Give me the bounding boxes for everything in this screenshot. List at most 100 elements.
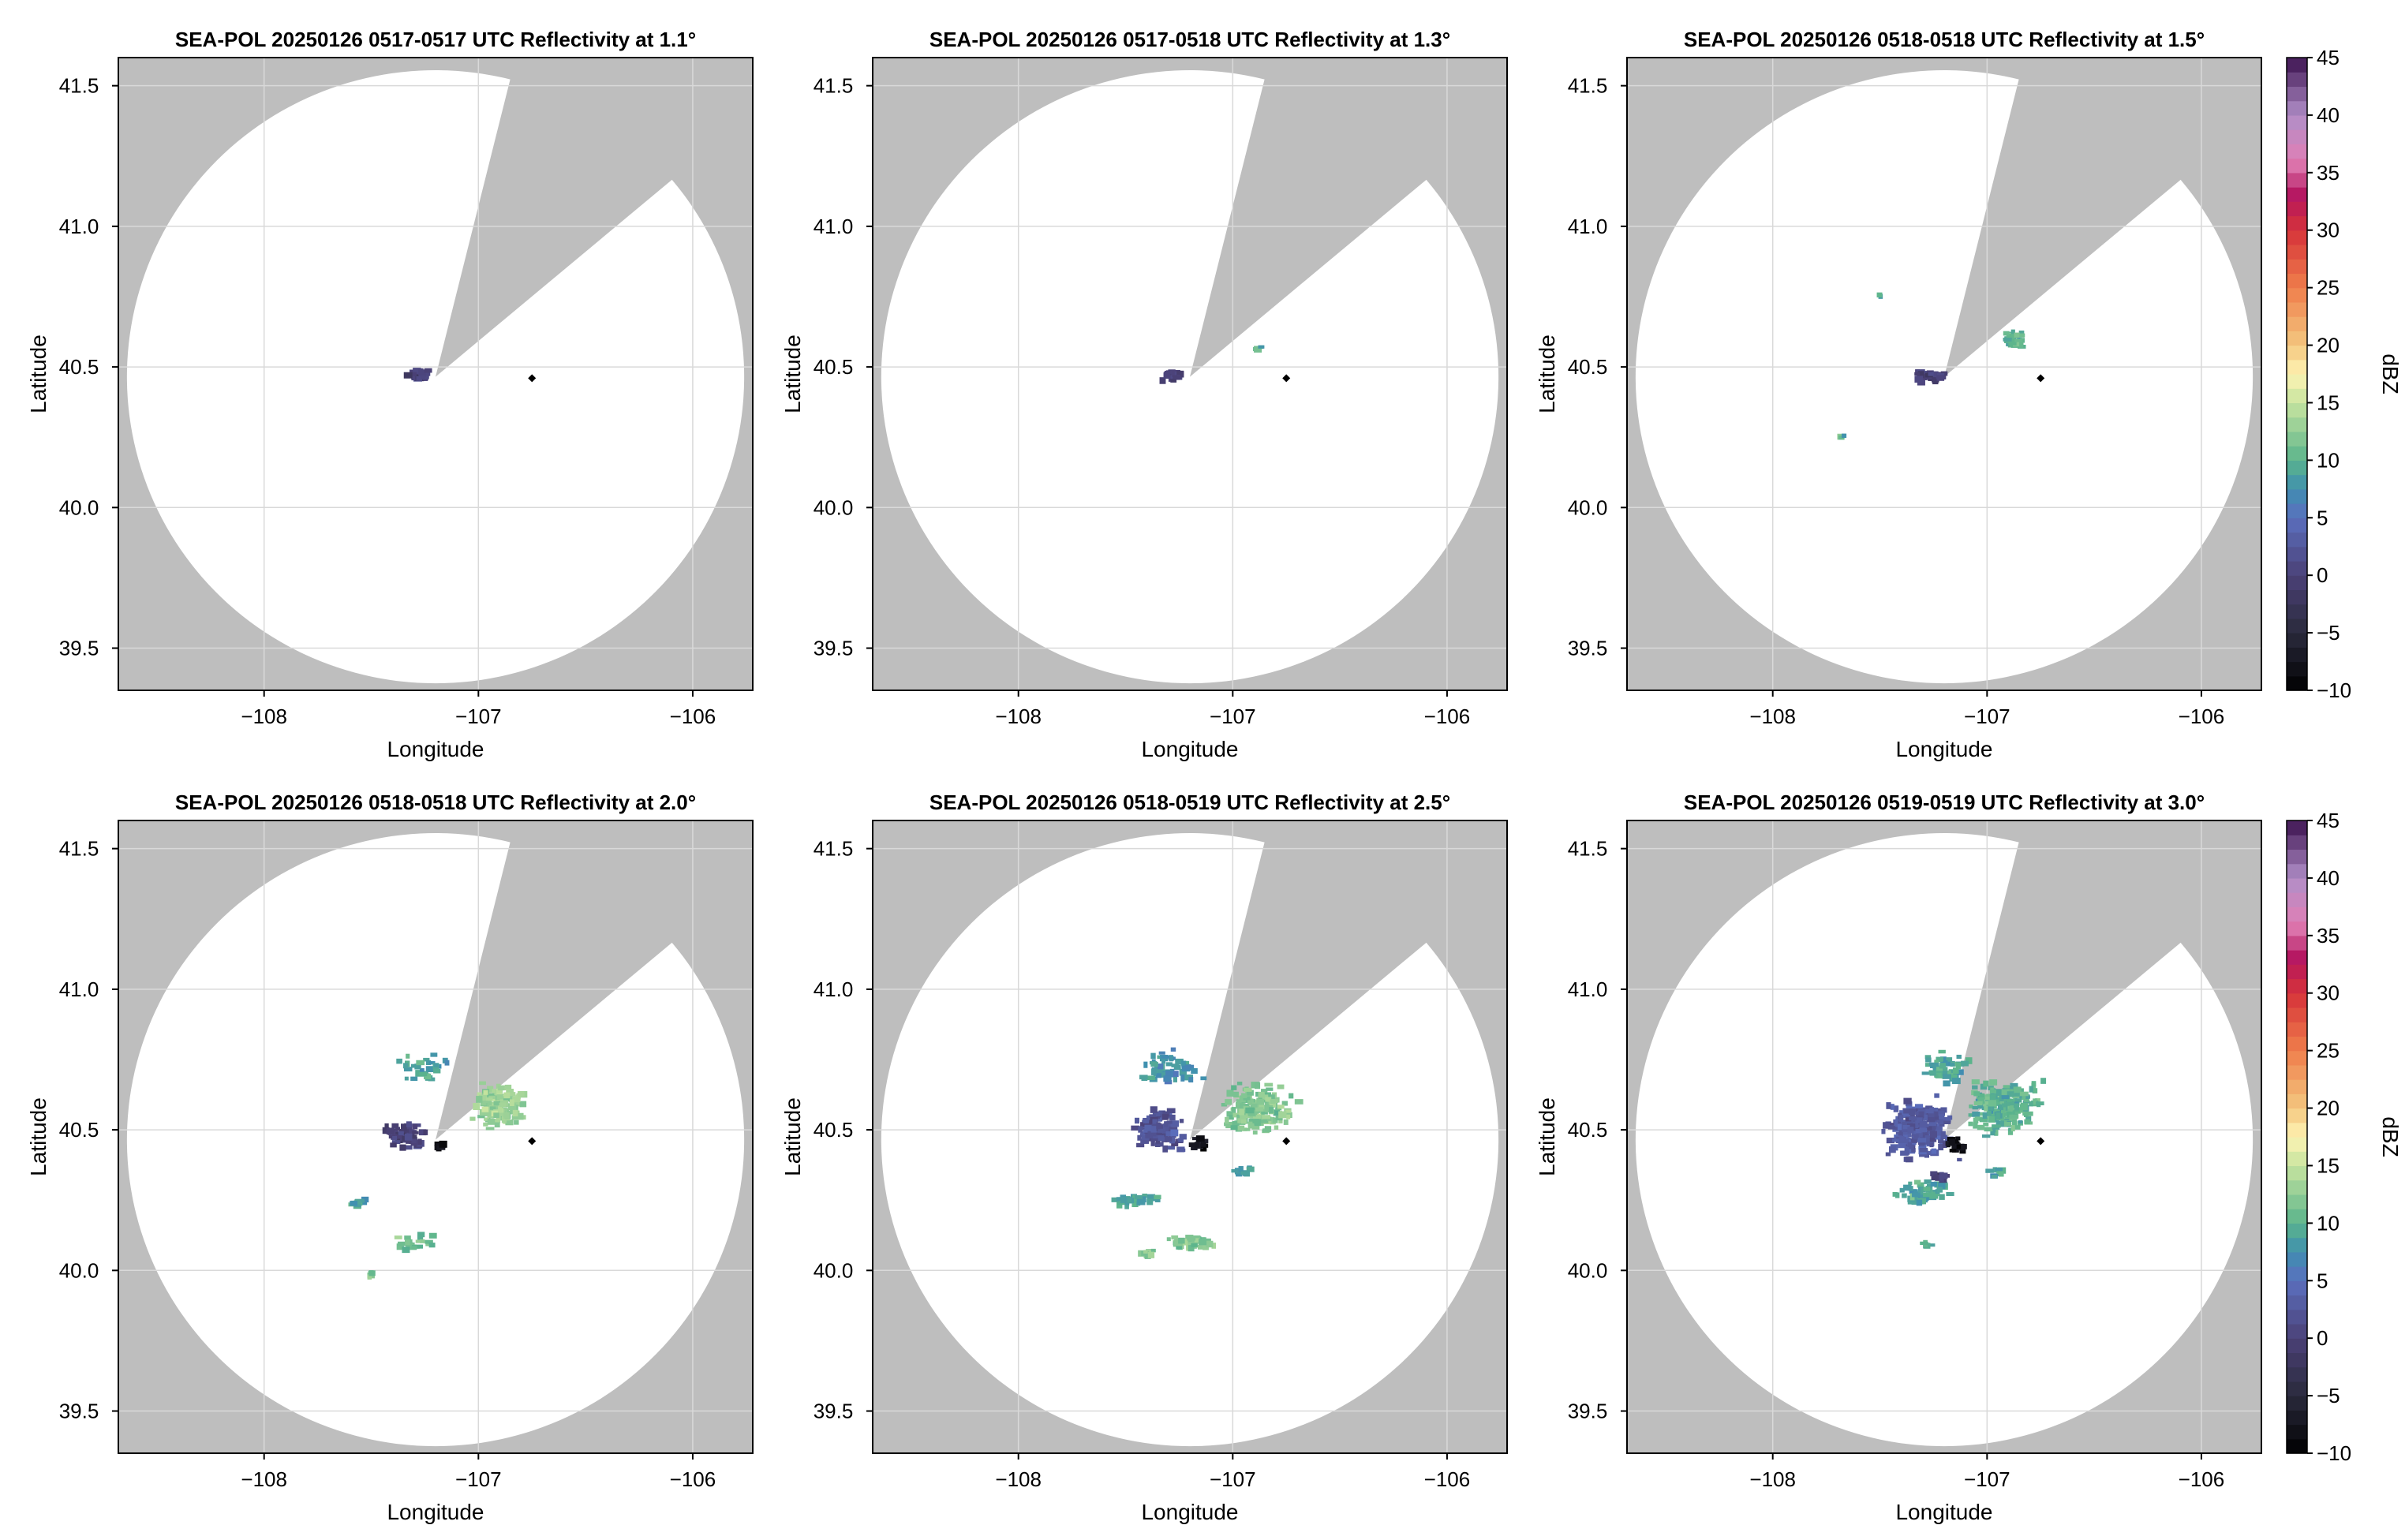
radar-panel: SEA-POL 20250126 0518-0518 UTC Reflectiv… — [1535, 28, 2403, 761]
echo-pixel — [1250, 1105, 1258, 1112]
echo-pixel — [1940, 1056, 1947, 1063]
echo-pixel — [1251, 1103, 1258, 1108]
echo-cluster — [1138, 1248, 1156, 1259]
echo-pixel — [494, 1122, 500, 1128]
echo-pixel — [1156, 1122, 1161, 1130]
echo-pixel — [1929, 1062, 1936, 1067]
echo-pixel — [1924, 1063, 1931, 1067]
echo-pixel — [2006, 1101, 2015, 1106]
echo-pixel — [1236, 1114, 1242, 1122]
y-axis-label: Latitude — [26, 1097, 50, 1176]
echo-pixel — [2006, 342, 2010, 346]
echo-pixel — [1988, 1100, 1997, 1107]
echo-pixel — [428, 1243, 436, 1248]
gridlines — [1627, 820, 2261, 1453]
echo-pixel — [1919, 1121, 1927, 1129]
echo-pixel — [1170, 377, 1177, 383]
echo-pixel — [399, 1144, 406, 1151]
colorbar-tick-label: 35 — [2317, 161, 2340, 185]
echo-pixel — [398, 1241, 406, 1247]
y-tick-label: 41.0 — [1568, 215, 1608, 238]
echo-pixel — [1152, 1119, 1158, 1124]
echo-pixel — [1925, 1105, 1933, 1111]
echo-pixel — [1146, 1194, 1156, 1202]
echo-pixel — [1202, 1243, 1209, 1250]
echo-pixel — [421, 372, 426, 379]
y-tick-label: 40.5 — [59, 355, 99, 379]
echo-pixel — [493, 1101, 502, 1106]
echo-pixel — [1240, 1103, 1246, 1109]
echo-pixel — [1939, 1063, 1947, 1069]
echo-pixel — [1191, 1067, 1198, 1075]
echo-pixel — [1909, 1108, 1916, 1116]
echo-pixel — [1191, 1243, 1198, 1247]
echo-pixel — [1902, 1126, 1907, 1132]
echo-pixel — [400, 1123, 407, 1131]
echo-pixel — [1977, 1102, 1984, 1109]
echo-pixel — [1243, 1127, 1251, 1131]
echo-pixel — [1174, 1239, 1182, 1247]
echo-cluster — [469, 1081, 528, 1131]
echo-pixel — [1999, 1104, 2004, 1111]
echo-pixel — [1264, 1082, 1274, 1087]
echo-pixel — [483, 1090, 488, 1095]
echo-pixel — [1225, 1121, 1232, 1129]
echo-pixel — [1233, 1091, 1239, 1098]
echo-pixel — [418, 369, 426, 376]
echo-pixel — [1972, 1105, 1979, 1110]
colorbar-bin — [2287, 259, 2307, 275]
echo-pixel — [478, 1094, 488, 1101]
echo-pixel — [1195, 1135, 1205, 1142]
echo-pixel — [1919, 1127, 1926, 1133]
echo-pixel — [2003, 337, 2012, 342]
echo-pixel — [2013, 1086, 2022, 1093]
echo-pixel — [1922, 1114, 1928, 1121]
echo-pixel — [1935, 1129, 1943, 1136]
echo-pixel — [1940, 1107, 1947, 1113]
echo-pixel — [498, 1086, 505, 1091]
colorbar-bin — [2287, 950, 2307, 965]
echo-pixel — [1235, 1101, 1244, 1109]
echo-pixel — [2004, 1121, 2012, 1127]
colorbar-bin — [2287, 820, 2307, 835]
echo-pixel — [2033, 1098, 2037, 1105]
echo-pixel — [1977, 1124, 1985, 1131]
echo-pixel — [1150, 1062, 1158, 1067]
echo-pixel — [1277, 1105, 1285, 1109]
echo-pixel — [1985, 1168, 1994, 1173]
y-axis: 39.5 40.0 40.5 41.0 41.5 Latitude — [1535, 837, 1627, 1423]
colorbar-bin — [2287, 1209, 2307, 1224]
echo-pixel — [1911, 1148, 1916, 1153]
echo-pixel — [1919, 1147, 1928, 1153]
colorbar-bin — [2287, 187, 2307, 202]
echo-pixel — [419, 1239, 425, 1243]
echo-pixel — [1939, 1117, 1948, 1124]
echo-pixel — [1150, 1126, 1158, 1133]
echo-pixel — [1938, 1182, 1946, 1190]
echo-pixel — [1915, 1117, 1923, 1123]
colorbar-bin — [2287, 1165, 2307, 1181]
colorbar-bin — [2287, 1194, 2307, 1209]
echo-pixel — [1136, 1142, 1145, 1148]
echo-pixel — [360, 1198, 365, 1203]
echo-pixel — [1145, 1133, 1154, 1139]
echo-pixel — [1255, 1107, 1264, 1112]
echo-pixel — [1902, 1124, 1910, 1130]
echo-pixel — [512, 1109, 518, 1117]
echo-pixel — [1911, 1195, 1918, 1203]
echo-pixel — [361, 1196, 369, 1203]
echo-pixel — [499, 1102, 506, 1108]
echo-pixel — [410, 1063, 418, 1068]
echo-pixel — [1143, 1061, 1148, 1068]
colorbar-tick-label: 15 — [2317, 1153, 2340, 1177]
echo-pixel — [1243, 1112, 1248, 1117]
echo-pixel — [1264, 1126, 1272, 1132]
radar-panel: SEA-POL 20250126 0517-0517 UTC Reflectiv… — [26, 28, 754, 761]
x-tick-label: −106 — [2179, 705, 2225, 728]
y-tick-label: 39.5 — [1568, 637, 1608, 660]
x-tick-label: −106 — [670, 1467, 716, 1491]
y-tick-label: 41.5 — [1568, 837, 1608, 861]
colorbar-bin — [2287, 100, 2307, 116]
echo-pixel — [2009, 1114, 2018, 1119]
echo-pixel — [1943, 1120, 1951, 1124]
